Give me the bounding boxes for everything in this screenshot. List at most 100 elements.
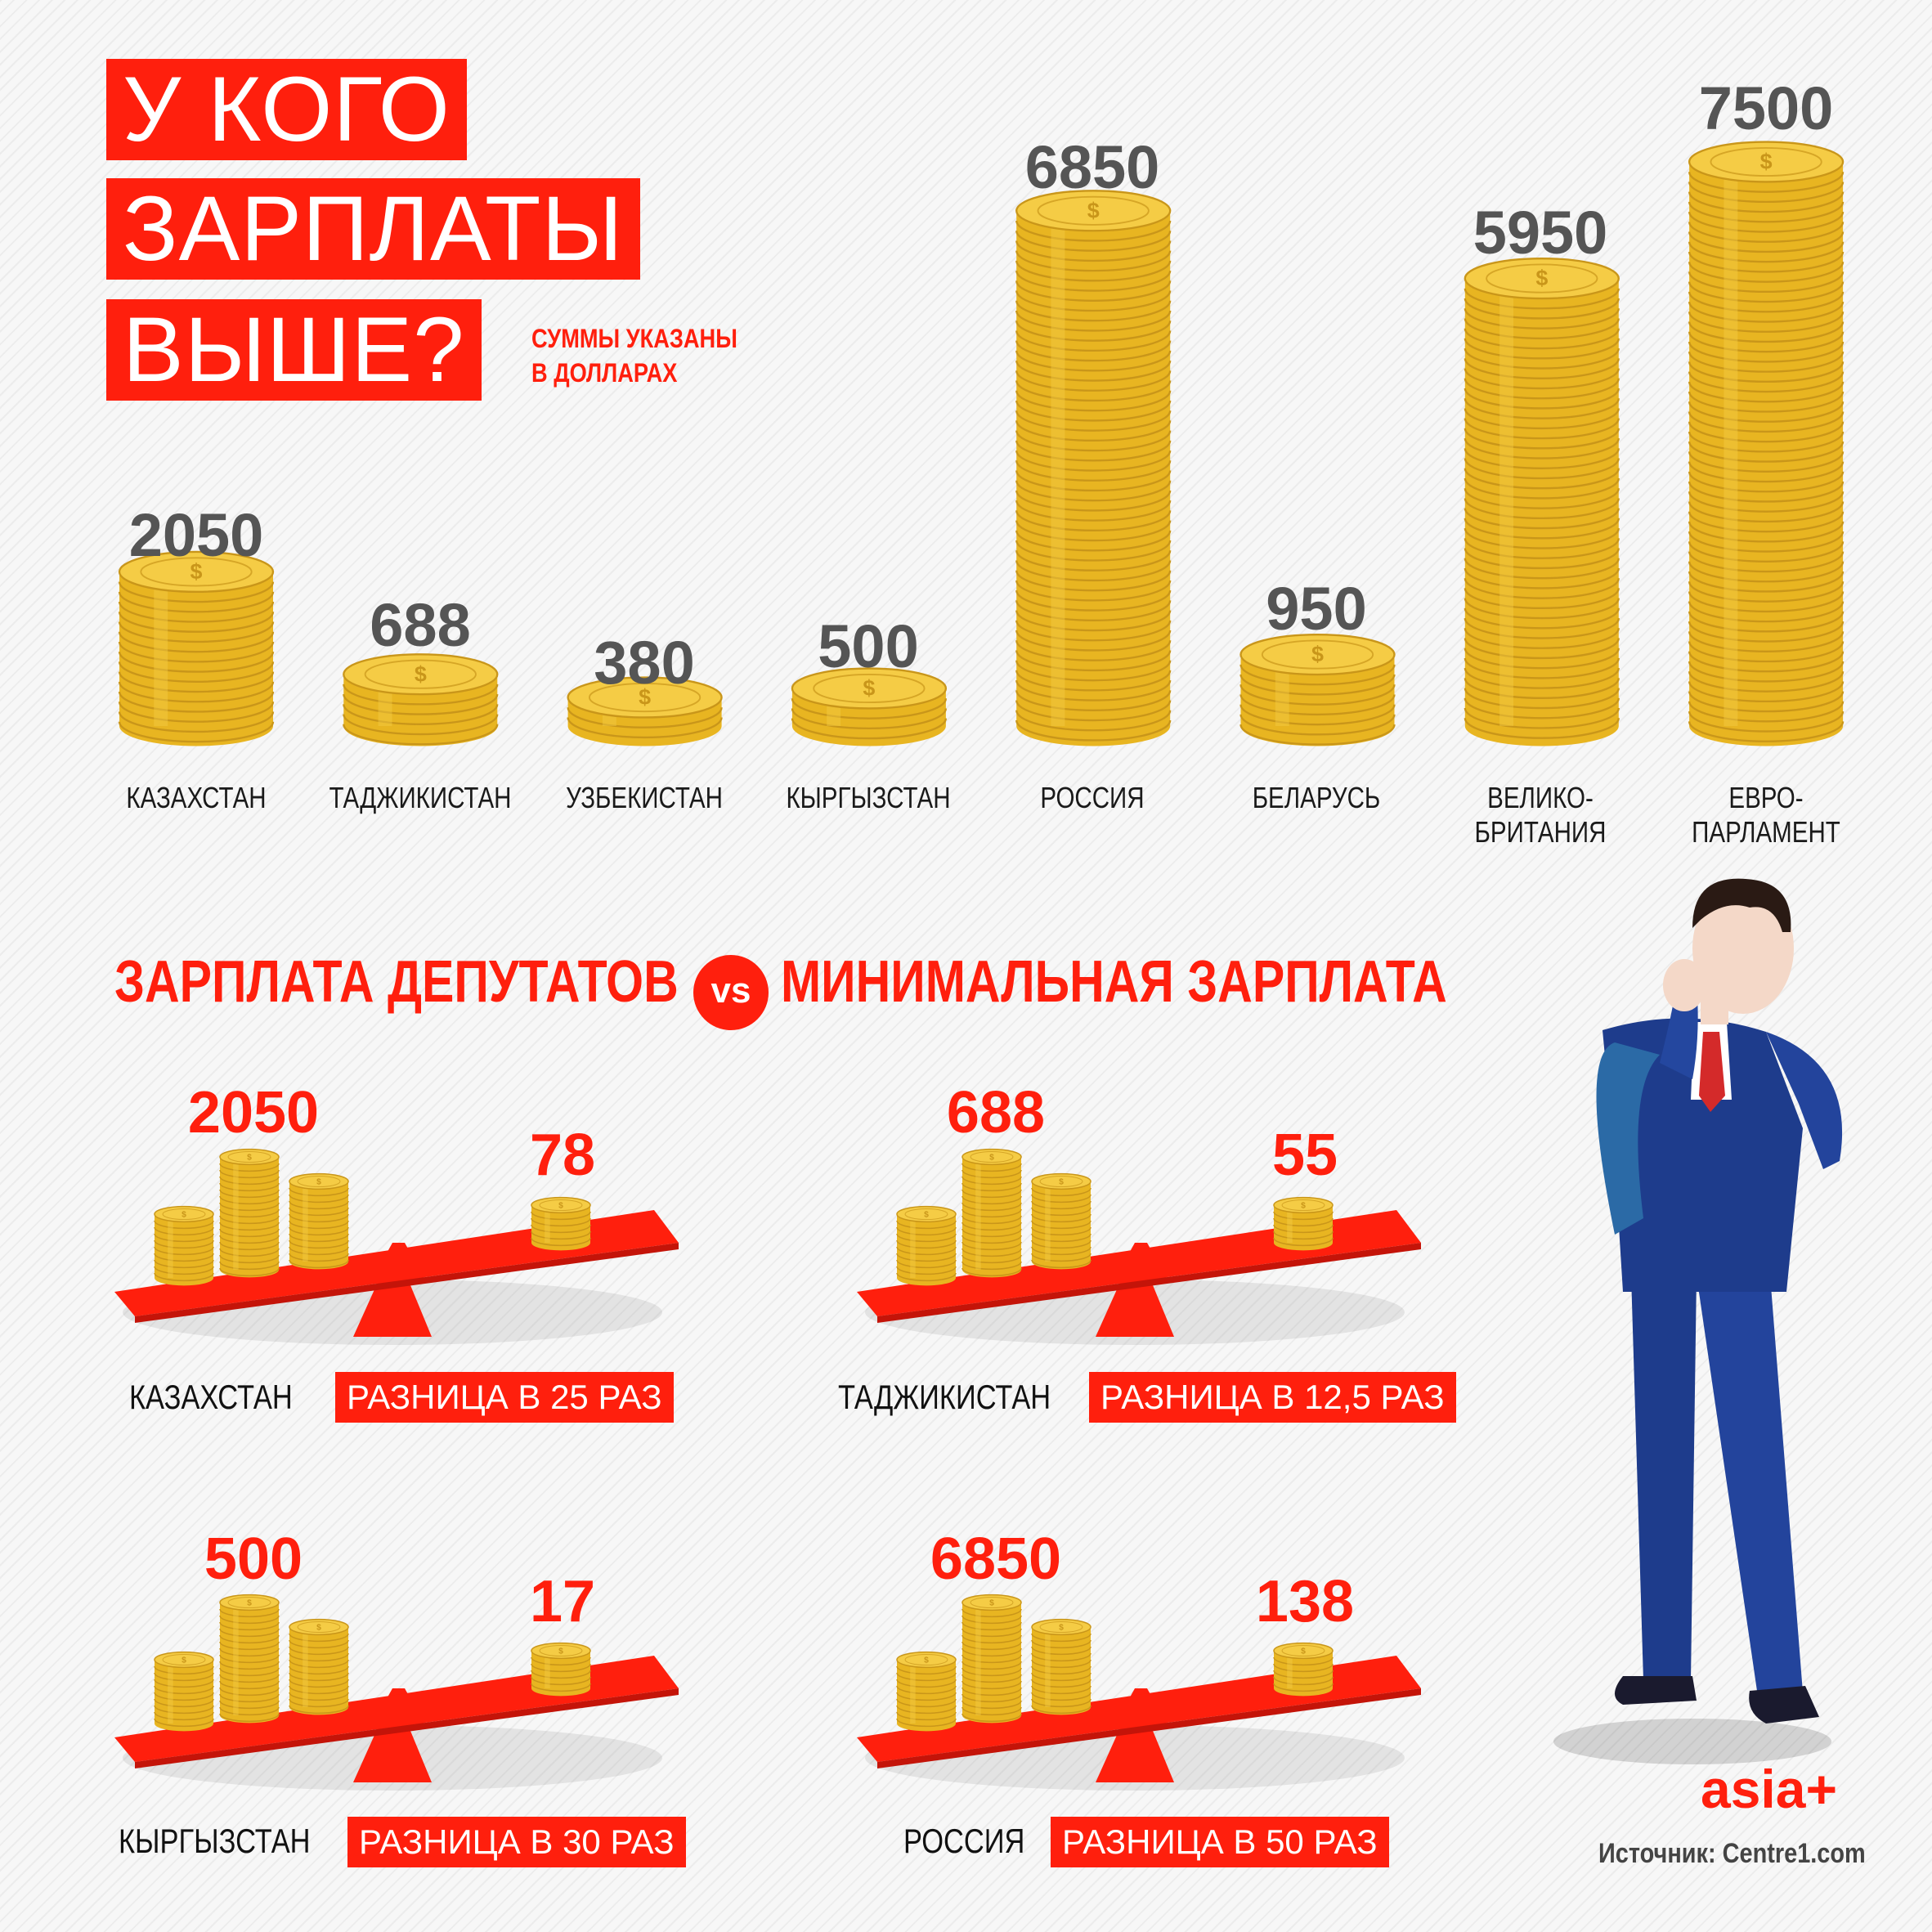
coin-ridge [219, 1713, 280, 1723]
bar-value-label: 380 [594, 629, 695, 697]
coin-ridge [791, 698, 948, 719]
coin-ridge [289, 1200, 349, 1210]
coin-ridge [1015, 430, 1172, 452]
coin-ridge [118, 581, 275, 603]
coin-ridge [1015, 360, 1172, 382]
coin-rim [813, 673, 926, 704]
coin-ridge [1688, 631, 1845, 652]
coin-ridge [1688, 511, 1845, 533]
coin-rim [1039, 1620, 1083, 1634]
coin-ridge [1688, 491, 1845, 513]
coin-ridge [1015, 330, 1172, 352]
coin-ridge [1464, 398, 1620, 419]
coin-stack-deputy: $ [1031, 1618, 1092, 1715]
coin-ridge [1688, 312, 1845, 333]
coin-stack-deputy: $ [289, 1172, 349, 1270]
coin-ridge [1464, 477, 1620, 500]
coin-ridge [289, 1226, 349, 1236]
minimum-salary-value: 78 [529, 1123, 596, 1188]
bar-value-label: 5950 [1473, 199, 1608, 267]
coin-ridge [1273, 1217, 1334, 1227]
coin-ridge [791, 708, 948, 730]
coin-ridge [219, 1261, 280, 1271]
coin-ridge [289, 1187, 349, 1197]
coin-stack-body [155, 1214, 213, 1286]
coin-ridge [1015, 390, 1172, 412]
difference-badge: РАЗНИЦА В 50 РАЗ [1051, 1817, 1389, 1867]
coin-ridge [118, 601, 275, 623]
coin-ridge [1464, 438, 1620, 459]
figure-shadow [1553, 1719, 1831, 1764]
coin-ridge [1031, 1705, 1092, 1715]
coin-ridge [962, 1241, 1022, 1251]
coin-highlight [975, 1157, 981, 1270]
coin-ridge [1464, 428, 1620, 450]
coin-stack-bar: $ [791, 667, 948, 746]
figure-arm [1766, 1032, 1843, 1169]
coin-ridge [1688, 451, 1845, 473]
coin-ridge [1464, 338, 1620, 360]
coin-ridge [896, 1665, 957, 1675]
coin-ridge [962, 1222, 1022, 1231]
coin-ridge [1031, 1652, 1092, 1662]
coin-ridge [1015, 540, 1172, 562]
coin-ridge [1688, 521, 1845, 543]
coin-ridge [1464, 718, 1620, 739]
vs-badge: vs [693, 955, 769, 1030]
coin-ridge [962, 1706, 1022, 1716]
coin-stack-body [1274, 1651, 1333, 1697]
coin-ridge [219, 1628, 280, 1638]
coin-ridge [1015, 350, 1172, 372]
dollar-sign: $ [191, 559, 203, 584]
coin-ridge [219, 1176, 280, 1186]
coin-ridge [1015, 490, 1172, 512]
coin-ridge [531, 1224, 591, 1234]
coin-stack-body [1016, 210, 1171, 746]
coin-rim [1281, 1644, 1325, 1657]
scale-country-label: РОССИЯ [903, 1822, 1025, 1860]
coin-ridge [1688, 411, 1845, 433]
coin-ridge [896, 1685, 957, 1695]
coin-ridge [1015, 630, 1172, 652]
coin-ridge [896, 1220, 957, 1230]
coin-highlight [168, 1214, 173, 1278]
coin-ridge [1015, 520, 1172, 542]
scale-beam-edge [135, 1243, 679, 1323]
coin-stack-minimum: $ [1273, 1196, 1334, 1251]
coin-rim [904, 1653, 948, 1666]
coin-ridge [289, 1692, 349, 1701]
coin-ridge [1464, 388, 1620, 410]
coin-ridge [1031, 1187, 1092, 1197]
coin-ridge [1464, 598, 1620, 620]
coin-ridge [1031, 1194, 1092, 1204]
coin-ridge [1688, 611, 1845, 633]
coin-ridge [154, 1272, 214, 1282]
figure-tie [1699, 1032, 1725, 1112]
coin-ridge [1031, 1633, 1092, 1643]
coin-ridge [219, 1222, 280, 1231]
coin-ridge [962, 1195, 1022, 1205]
coin-rim [162, 1208, 206, 1221]
coin-ridge [1031, 1698, 1092, 1708]
coin-highlight [303, 1181, 308, 1262]
coin-stack-bar: $ [1464, 257, 1620, 746]
dollar-sign: $ [1760, 150, 1773, 174]
coin-ridge [118, 711, 275, 733]
dollar-sign: $ [924, 1210, 929, 1219]
coin-highlight [1045, 1181, 1051, 1262]
dollar-sign: $ [1301, 1201, 1306, 1210]
coin-stack-body [531, 1651, 590, 1697]
coin-rim [1486, 263, 1598, 294]
balance-scale: $ $ $ $ [114, 1594, 679, 1791]
bar-value-label: 950 [1266, 575, 1367, 643]
coin-ridge [1031, 1665, 1092, 1675]
coin-ridge [219, 1228, 280, 1238]
coin-ridge [1031, 1207, 1092, 1217]
coin-ridge [1688, 321, 1845, 343]
coin-ridge [219, 1661, 280, 1670]
coin-ridge [1688, 291, 1845, 313]
coin-ridge [154, 1692, 214, 1701]
difference-badge: РАЗНИЦА В 30 РАЗ [347, 1817, 686, 1867]
coin-ridge [1031, 1253, 1092, 1262]
scale-fulcrum [1096, 1271, 1174, 1337]
